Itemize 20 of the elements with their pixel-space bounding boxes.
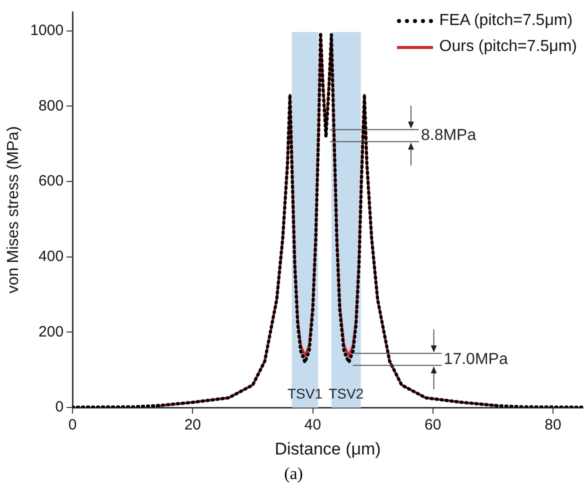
- y-tick-label: 200: [38, 323, 64, 340]
- x-tick-label: 20: [184, 416, 202, 434]
- y-tick-label: 1000: [30, 22, 64, 39]
- y-tick-label: 0: [55, 398, 64, 416]
- legend-label: FEA (pitch=7.5μm): [439, 12, 573, 30]
- legend-label: Ours (pitch=7.5μm): [439, 38, 577, 56]
- annotation: 17.0MPa: [444, 350, 508, 368]
- y-tick-label: 600: [38, 172, 64, 190]
- band-label: TSV1: [287, 385, 323, 402]
- y-tick-label: 800: [38, 97, 64, 114]
- x-tick-label: 80: [544, 416, 562, 434]
- text: (a): [283, 464, 304, 484]
- x-tick-label: 0: [68, 416, 77, 434]
- x-axis-title: Distance (μm): [274, 439, 381, 458]
- x-tick-label: 60: [424, 416, 442, 434]
- x-tick-label: 40: [304, 416, 322, 434]
- y-axis-title: von Mises stress (MPa): [5, 126, 22, 294]
- band-label: TSV2: [328, 385, 364, 402]
- y-tick-label: 400: [38, 248, 64, 266]
- annotation: 8.8MPa: [420, 126, 476, 144]
